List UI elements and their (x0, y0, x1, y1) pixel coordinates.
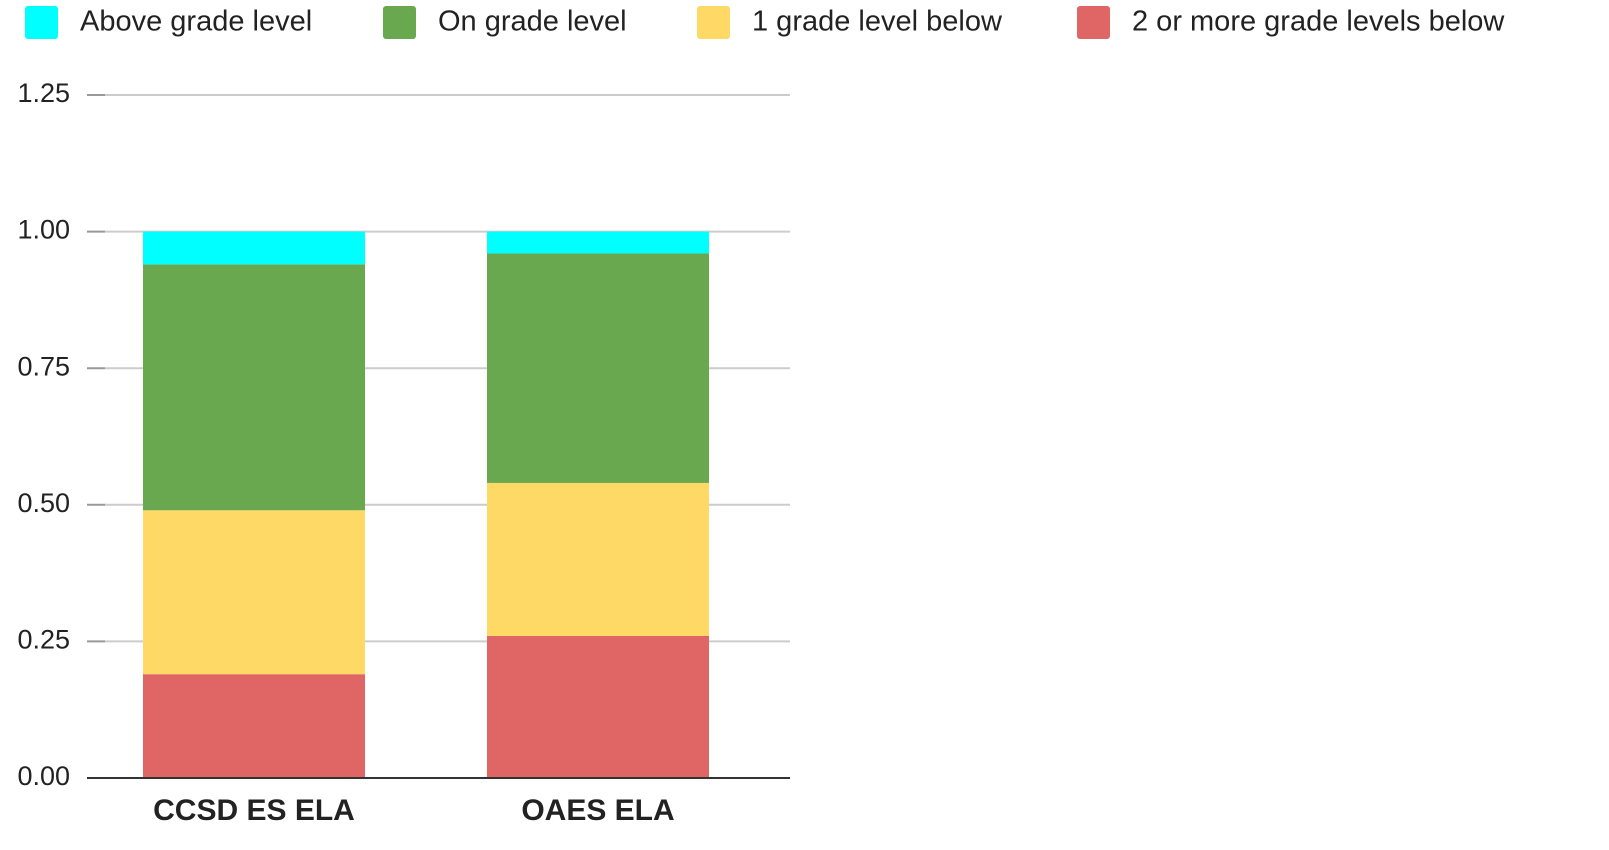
bar-segment (487, 482, 709, 636)
legend-swatch (383, 6, 416, 39)
bar-segment (487, 253, 709, 483)
bar-segment (143, 510, 365, 675)
x-tick-label: OAES ELA (521, 794, 674, 827)
y-tick-label: 1.00 (17, 215, 70, 245)
legend-label: On grade level (438, 6, 627, 38)
legend-swatch (25, 6, 58, 39)
bar-segment (143, 264, 365, 511)
bar-segment (487, 635, 709, 778)
bar-segment (143, 231, 365, 265)
legend-swatch (697, 6, 730, 39)
y-tick-label: 0.00 (17, 761, 70, 791)
y-tick-label: 1.25 (17, 78, 70, 108)
y-tick-label: 0.75 (17, 351, 70, 381)
bar-segment (487, 231, 709, 254)
y-tick-label: 0.25 (17, 625, 70, 655)
y-tick-label: 0.50 (17, 488, 70, 518)
bar-segment (143, 674, 365, 778)
legend-label: 1 grade level below (752, 6, 1003, 38)
legend-label: Above grade level (80, 6, 312, 38)
legend-label: 2 or more grade levels below (1132, 6, 1505, 38)
legend-swatch (1077, 6, 1110, 39)
x-tick-label: CCSD ES ELA (153, 794, 355, 827)
